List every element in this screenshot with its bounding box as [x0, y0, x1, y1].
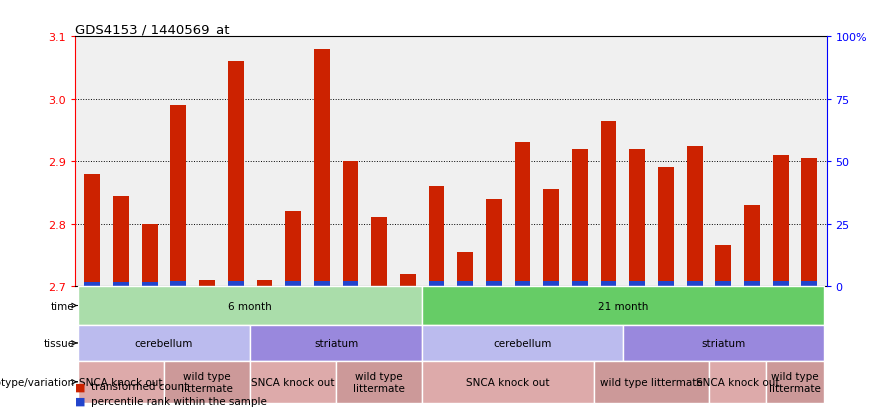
Bar [423, 286, 824, 325]
Bar [314, 282, 330, 286]
Bar [171, 282, 187, 286]
Text: tissue: tissue [43, 338, 74, 348]
Text: ■: ■ [75, 396, 86, 406]
Text: striatum: striatum [314, 338, 358, 348]
Bar [457, 282, 473, 286]
Bar [286, 282, 301, 286]
Bar [336, 361, 423, 403]
Bar [572, 282, 588, 286]
Bar [250, 325, 423, 361]
Bar [544, 282, 559, 286]
Bar [314, 50, 330, 286]
Bar [514, 143, 530, 286]
Bar [601, 282, 616, 286]
Bar [85, 282, 100, 286]
Bar [171, 106, 187, 286]
Bar [228, 282, 244, 286]
Bar [715, 282, 731, 286]
Bar [400, 274, 415, 286]
Bar [429, 187, 445, 286]
Text: wild type
littermate: wild type littermate [181, 371, 233, 393]
Bar [687, 146, 703, 286]
Bar [572, 150, 588, 286]
Bar [457, 252, 473, 286]
Bar [629, 282, 645, 286]
Bar [343, 162, 358, 286]
Bar [773, 156, 789, 286]
Text: percentile rank within the sample: percentile rank within the sample [91, 396, 267, 406]
Text: 6 month: 6 month [228, 301, 272, 311]
Bar [78, 325, 250, 361]
Bar [429, 282, 445, 286]
Text: SNCA knock out: SNCA knock out [467, 377, 550, 387]
Bar [286, 211, 301, 286]
Bar [78, 361, 164, 403]
Bar [709, 361, 766, 403]
Bar [594, 361, 709, 403]
Bar [423, 325, 623, 361]
Bar [802, 282, 817, 286]
Bar [601, 121, 616, 286]
Text: time: time [51, 301, 74, 311]
Bar [228, 62, 244, 286]
Text: cerebellum: cerebellum [135, 338, 194, 348]
Bar [486, 282, 502, 286]
Bar [113, 196, 129, 286]
Text: SNCA knock out: SNCA knock out [251, 377, 335, 387]
Bar [78, 286, 423, 325]
Bar [423, 361, 594, 403]
Bar [113, 282, 129, 286]
Bar [85, 174, 100, 286]
Text: cerebellum: cerebellum [493, 338, 552, 348]
Bar [199, 280, 215, 286]
Bar [687, 282, 703, 286]
Bar [744, 282, 760, 286]
Bar [658, 168, 674, 286]
Bar [343, 282, 358, 286]
Bar [250, 361, 336, 403]
Text: GDS4153 / 1440569_at: GDS4153 / 1440569_at [75, 23, 230, 36]
Bar [514, 282, 530, 286]
Text: transformed count: transformed count [91, 382, 188, 392]
Bar [766, 361, 824, 403]
Bar [544, 190, 559, 286]
Bar [802, 159, 817, 286]
Text: wild type littermate: wild type littermate [600, 377, 703, 387]
Bar [744, 205, 760, 286]
Bar [486, 199, 502, 286]
Bar [658, 282, 674, 286]
Bar [371, 218, 387, 286]
Text: striatum: striatum [701, 338, 745, 348]
Bar [141, 282, 157, 286]
Bar [164, 361, 250, 403]
Bar [141, 224, 157, 286]
Text: 21 month: 21 month [598, 301, 648, 311]
Bar [256, 280, 272, 286]
Text: SNCA knock out: SNCA knock out [80, 377, 163, 387]
Text: ■: ■ [75, 382, 86, 392]
Bar [623, 325, 824, 361]
Text: SNCA knock out: SNCA knock out [696, 377, 780, 387]
Bar [629, 150, 645, 286]
Text: genotype/variation: genotype/variation [0, 377, 74, 387]
Text: wild type
littermate: wild type littermate [354, 371, 405, 393]
Bar [773, 282, 789, 286]
Text: wild type
littermate: wild type littermate [769, 371, 821, 393]
Bar [715, 246, 731, 286]
